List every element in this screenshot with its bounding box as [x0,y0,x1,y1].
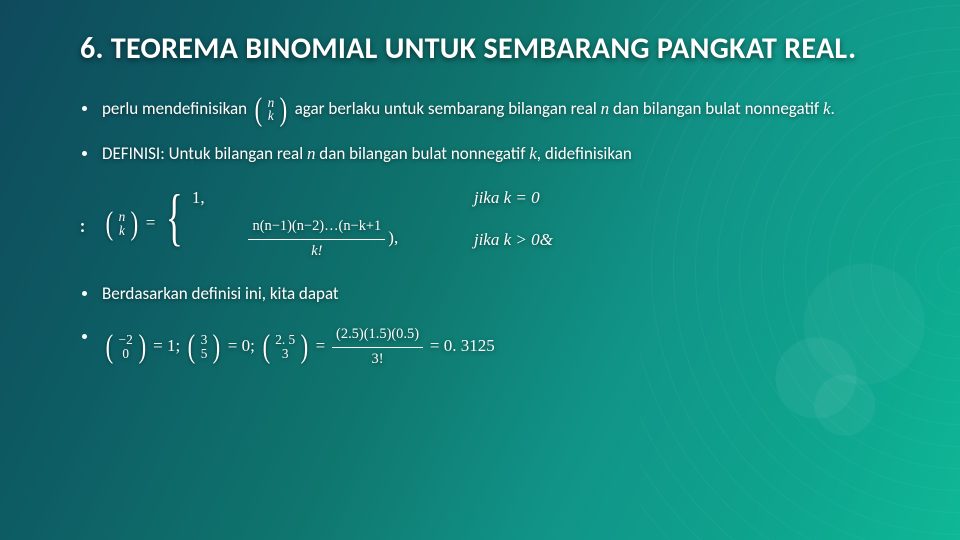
text: perlu mendefinisikan [102,98,247,119]
text: , didefinisikan [537,143,632,164]
text: agar berlaku untuk sembarang bilangan re… [295,98,597,119]
fraction: (2.5)(1.5)(0.5) 3! [332,324,423,370]
slide: 6. TEOREMA BINOMIAL UNTUK SEMBARANG PANG… [0,0,960,540]
left-brace-icon: { [166,185,183,263]
binom-icon: ( 3 5 ) [184,333,224,361]
bullet-4: Berdasarkan definisi ini, kita dapat [80,281,890,307]
fraction: n(n−1)(n−2)…(n−k+1 k! [248,216,385,262]
text: DEFINISI: Untuk bilangan real [102,143,303,164]
bullet-examples: ( −2 0 ) = 1; ( 3 5 ) = 0; ( 2. [80,324,890,370]
var-n: n [307,144,316,163]
case-row: 1, jika k = 0 [192,185,553,211]
binom-icon: ( −2 0 ) [102,333,149,361]
text: dan bilangan bulat nonnegatif [613,98,819,119]
text: dan bilangan bulat nonnegatif [319,143,525,164]
equals: = [146,213,156,232]
case-row: n(n−1)(n−2)…(n−k+1 k! ), jika k > 0& [192,216,553,262]
bullet-definition: ( n k ) = { 1, jika k = 0 [80,185,890,263]
slide-title: 6. TEOREMA BINOMIAL UNTUK SEMBARANG PANG… [80,30,890,68]
text: Berdasarkan definisi ini, kita dapat [102,283,339,304]
bullet-2: DEFINISI: Untuk bilangan real n dan bila… [80,141,890,167]
var-k: k [529,144,537,163]
bullet-list: perlu mendefinisikan ( n k ) agar berlak… [80,96,890,371]
var-k: k [823,99,831,118]
binom-icon: ( 2. 5 3 ) [259,333,312,361]
piecewise: { 1, jika k = 0 n(n−1)(n−2)…(n−k+1 k! ), [159,185,553,263]
binom-nk-icon: ( n k ) [251,96,291,124]
bullet-1: perlu mendefinisikan ( n k ) agar berlak… [80,96,890,124]
var-n: n [601,99,610,118]
binom-nk-icon: ( n k ) [102,210,142,238]
